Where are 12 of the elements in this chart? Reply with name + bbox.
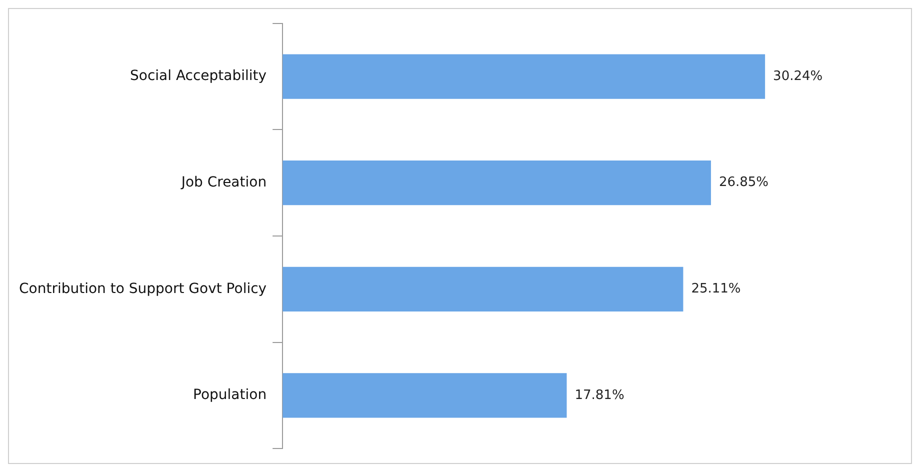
data-label: 17.81% xyxy=(574,388,624,403)
data-label: 26.85% xyxy=(718,175,769,190)
bar xyxy=(282,373,567,418)
y-tick-label: Social Acceptability xyxy=(130,68,267,84)
y-tick-label: Job Creation xyxy=(180,174,267,190)
bar xyxy=(282,266,684,312)
bar xyxy=(282,54,766,99)
y-tick-label: Contribution to Support Govt Policy xyxy=(18,280,267,297)
data-label: 30.24% xyxy=(773,68,823,84)
bar xyxy=(282,160,711,206)
y-tick-label: Population xyxy=(193,387,267,404)
data-label: 25.11% xyxy=(691,282,741,297)
